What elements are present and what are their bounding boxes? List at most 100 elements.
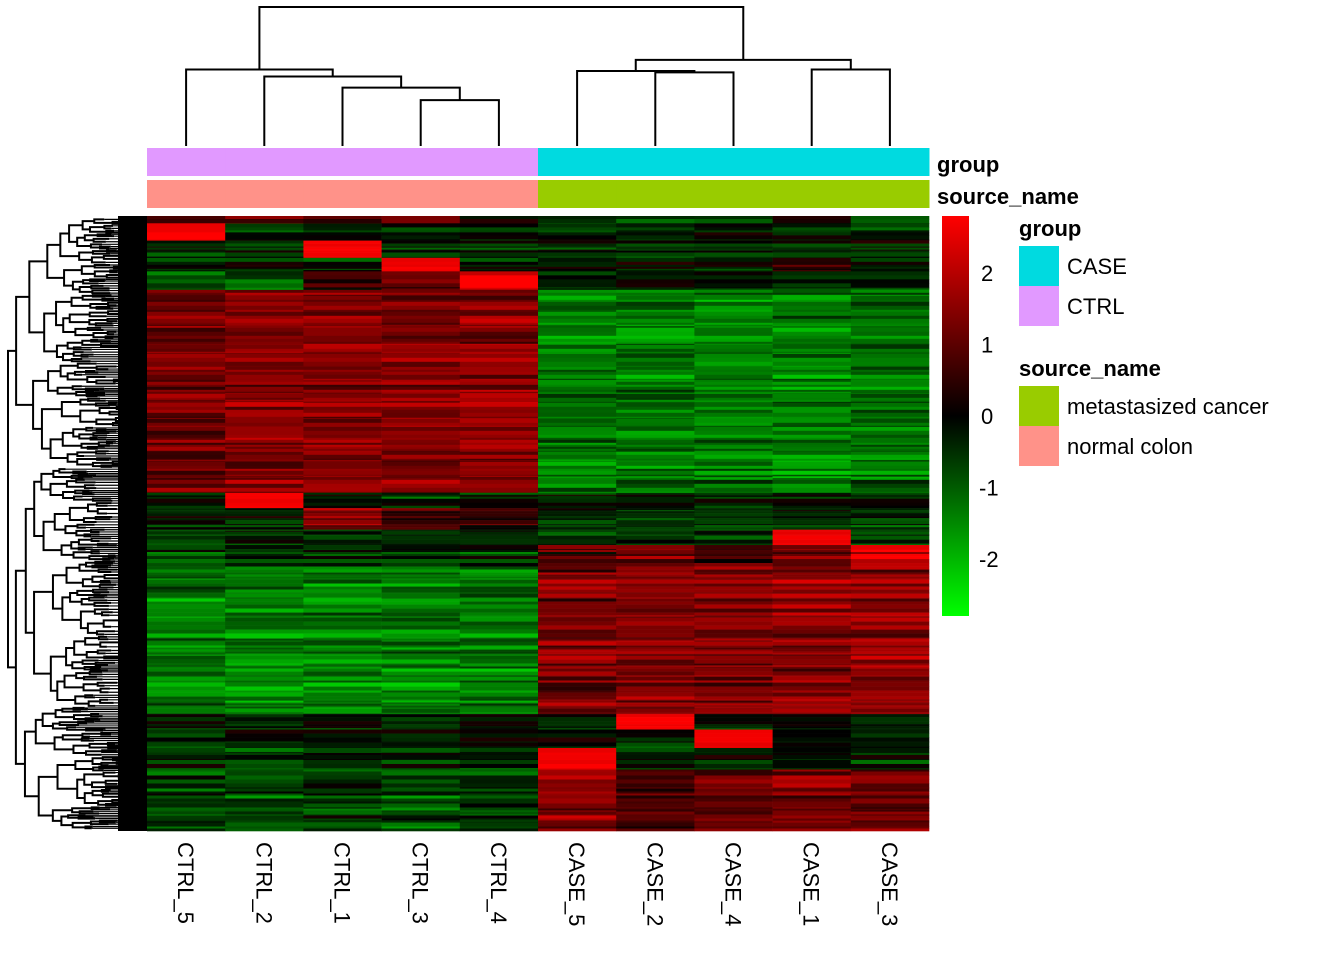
annotation-label-group: group xyxy=(937,152,999,177)
heatmap-cell xyxy=(694,287,773,289)
heatmap-cell xyxy=(225,705,304,707)
heatmap-cell xyxy=(225,666,304,669)
heatmap-cell xyxy=(147,576,226,579)
heatmap-cell xyxy=(616,425,695,428)
heatmap-cell xyxy=(850,795,930,799)
heatmap-cell xyxy=(303,676,382,681)
heatmap-cell xyxy=(303,498,382,504)
heatmap-cell xyxy=(381,417,461,420)
heatmap-cell xyxy=(850,733,930,738)
heatmap-cell xyxy=(147,369,226,373)
heatmap-cell xyxy=(381,728,461,730)
heatmap-cell xyxy=(616,389,695,393)
column-label: CASE_2 xyxy=(642,842,667,926)
heatmap-cell xyxy=(225,275,304,280)
heatmap-cell xyxy=(616,343,695,346)
annotation-cell-group xyxy=(459,148,539,176)
heatmap-cell xyxy=(303,295,382,301)
heatmap-cell xyxy=(147,261,226,266)
heatmap-cell xyxy=(772,479,852,485)
heatmap-cell xyxy=(616,357,695,363)
heatmap-cell xyxy=(694,324,773,327)
heatmap-cell xyxy=(616,663,695,666)
heatmap-cell xyxy=(225,399,304,402)
heatmap-cell xyxy=(538,612,617,616)
heatmap-cell xyxy=(225,520,304,525)
heatmap-cell xyxy=(459,707,539,709)
heatmap-cell xyxy=(147,714,226,718)
heatmap-cell xyxy=(694,529,773,531)
heatmap-cell xyxy=(616,713,695,715)
heatmap-cell xyxy=(381,369,461,373)
heatmap-cell xyxy=(303,543,382,546)
heatmap-cell xyxy=(147,227,226,231)
heatmap-cell xyxy=(225,803,304,808)
heatmap-cell xyxy=(459,747,539,753)
heatmap-cell xyxy=(538,763,617,769)
dendrogram-branch xyxy=(71,661,85,670)
heatmap-cell xyxy=(459,451,539,456)
heatmap-cell xyxy=(772,524,852,526)
heatmap-cell xyxy=(381,397,461,401)
heatmap-cell xyxy=(694,531,773,535)
heatmap-cell xyxy=(381,412,461,418)
heatmap-cell xyxy=(147,754,226,760)
heatmap-cell xyxy=(616,397,695,401)
heatmap-cell xyxy=(538,692,617,697)
heatmap-cell xyxy=(225,454,304,460)
heatmap-cell xyxy=(459,737,539,742)
heatmap-cell xyxy=(850,246,930,248)
heatmap-cell xyxy=(459,801,539,804)
heatmap-cell xyxy=(147,386,226,391)
heatmap-cell xyxy=(147,418,226,424)
heatmap-cell xyxy=(694,294,773,297)
heatmap-cell xyxy=(538,381,617,386)
heatmap-cell xyxy=(694,737,773,742)
dendrogram-branch xyxy=(40,472,54,491)
heatmap-cell xyxy=(303,416,382,419)
heatmap-cell xyxy=(850,223,930,224)
column-label: CASE_4 xyxy=(721,842,746,926)
heatmap-cell xyxy=(538,598,617,602)
heatmap-cell xyxy=(772,494,852,497)
heatmap-cell xyxy=(381,402,461,408)
legend-label: CASE xyxy=(1067,254,1127,279)
heatmap-cell xyxy=(616,535,695,540)
heatmap-cell xyxy=(225,752,304,756)
heatmap-cell xyxy=(303,589,382,593)
heatmap-cell xyxy=(850,706,930,708)
heatmap-row-block xyxy=(147,729,930,749)
heatmap-cell xyxy=(147,818,226,821)
heatmap-cell xyxy=(850,318,930,324)
heatmap-cell xyxy=(694,309,773,313)
heatmap-cell xyxy=(694,767,773,770)
heatmap-cell xyxy=(772,814,852,816)
heatmap-cell xyxy=(850,352,930,355)
heatmap-cell xyxy=(303,406,382,411)
heatmap-cell xyxy=(303,572,382,575)
heatmap-cell xyxy=(850,810,930,812)
heatmap-cell xyxy=(381,767,461,770)
heatmap-cell xyxy=(225,450,304,453)
heatmap-cell xyxy=(694,331,773,337)
heatmap-cell xyxy=(381,338,461,343)
heatmap-cell xyxy=(616,708,695,713)
heatmap-cell xyxy=(850,668,930,672)
heatmap-cell xyxy=(538,391,617,394)
heatmap-cell xyxy=(616,828,695,832)
heatmap-cell xyxy=(616,288,695,291)
heatmap-cell xyxy=(225,640,304,642)
heatmap-cell xyxy=(850,524,930,526)
heatmap-cell xyxy=(225,381,304,386)
heatmap-cell xyxy=(538,529,617,531)
dendrogram-branch xyxy=(108,401,118,406)
heatmap-cell xyxy=(850,324,930,327)
heatmap-cell xyxy=(303,322,382,326)
heatmap-cell xyxy=(225,713,304,715)
heatmap-cell xyxy=(772,654,852,656)
heatmap-cell xyxy=(850,230,930,233)
heatmap-cell xyxy=(850,615,930,617)
heatmap-cell xyxy=(694,798,773,802)
heatmap-cell xyxy=(772,392,852,395)
